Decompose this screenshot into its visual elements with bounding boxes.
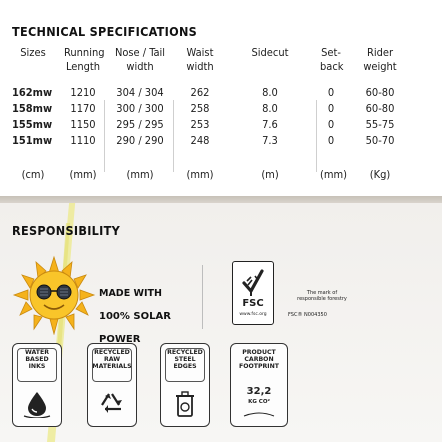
header-line-2: back xyxy=(320,59,344,73)
solar-power-label: MADE WITH 100% SOLAR POWER xyxy=(99,276,171,357)
table-cell: 7.6 xyxy=(262,118,278,131)
table-cell: 0 xyxy=(327,118,335,131)
fsc-mark-line-1: The mark of xyxy=(306,290,338,296)
fsc-mark-text: The mark of responsible forestry xyxy=(285,290,359,302)
header-line-1: Set- xyxy=(321,46,341,59)
water-drop-icon xyxy=(23,392,51,418)
table-cell: 60-80 xyxy=(365,86,395,99)
table-cell: 262 xyxy=(190,86,210,99)
recycle-icon xyxy=(101,393,122,413)
table-cell: 1210 xyxy=(70,86,96,99)
table-cell: 248 xyxy=(190,134,210,147)
fsc-mark-line-2: responsible forestry xyxy=(297,296,347,302)
column-header: Nose / Tail width xyxy=(108,46,172,73)
header-line-1: Sidecut xyxy=(251,46,289,59)
table-cell: 1110 xyxy=(70,134,96,147)
column-header: Waist width xyxy=(182,46,218,73)
table-cell: 304 / 304 xyxy=(116,86,164,99)
column-divider xyxy=(316,100,317,172)
badge-recycled-steel-edges: RECYCLED STEEL EDGES xyxy=(160,343,210,427)
badge-text: RECYCLED STEEL EDGES xyxy=(167,349,203,371)
solar-line-3: POWER xyxy=(99,333,141,345)
badge-water-based-inks: WATER BASED INKS xyxy=(12,343,62,427)
column-header: Sidecut xyxy=(240,46,300,60)
unit-cell: (mm) xyxy=(69,168,97,181)
header-line-1: Sizes xyxy=(20,46,46,59)
column-header: Sizes xyxy=(16,46,50,60)
table-cell: 55-75 xyxy=(365,118,395,131)
badge-frame xyxy=(92,348,132,382)
unit-cell: (m) xyxy=(261,168,279,181)
carbon-footprint-value: 32,2 xyxy=(246,386,272,397)
sun-with-sunglasses-icon xyxy=(12,255,96,335)
table-cell: 1150 xyxy=(70,118,96,131)
fsc-code: FSC® N004350 xyxy=(288,312,327,318)
responsibility-section: RESPONSIBILITY MADE WITH xyxy=(0,203,442,442)
unit-cell: (mm) xyxy=(186,168,214,181)
unit-cell: (cm) xyxy=(21,168,45,181)
solar-line-1: MADE WITH xyxy=(99,287,162,299)
divider xyxy=(202,265,203,329)
header-line-1: Nose / Tail xyxy=(114,46,166,59)
badge-product-carbon-footprint: PRODUCT CARBON FOOTPRINT 32,2 KG CO² xyxy=(230,343,288,427)
header-line-2: width xyxy=(126,59,154,73)
table-cell: 7.3 xyxy=(262,134,278,147)
carbon-footprint-icon xyxy=(243,412,275,417)
column-header: Rider weight xyxy=(360,46,400,73)
fsc-site: www.fsc.org xyxy=(239,312,267,317)
table-cell: 60-80 xyxy=(365,102,395,115)
table-cell: 295 / 295 xyxy=(116,118,164,131)
fsc-label: FSC xyxy=(242,298,264,309)
section-band xyxy=(0,196,442,203)
column-divider xyxy=(173,100,174,172)
carbon-footprint-unit: KG CO² xyxy=(248,399,270,405)
size-cell: 151mw xyxy=(12,134,53,147)
table-cell: 50-70 xyxy=(365,134,395,147)
solar-line-2: 100% SOLAR xyxy=(99,310,171,322)
badge-text: PRODUCT CARBON FOOTPRINT xyxy=(239,349,279,371)
fsc-logo: FSC www.fsc.org xyxy=(232,261,274,325)
column-divider xyxy=(104,100,105,172)
header-line-2: Length xyxy=(65,59,101,73)
unit-cell: (mm) xyxy=(320,168,348,181)
table-cell: 290 / 290 xyxy=(116,134,164,147)
header-line-1: Waist xyxy=(186,46,214,59)
responsibility-title: RESPONSIBILITY xyxy=(12,223,121,238)
table-cell: 8.0 xyxy=(262,102,278,115)
table-cell: 253 xyxy=(190,118,210,131)
header-line-2: width xyxy=(186,59,214,73)
column-header: Set-back xyxy=(320,46,344,73)
unit-cell: (mm) xyxy=(126,168,154,181)
header-line-1: Running xyxy=(64,46,105,59)
fsc-tree-check-icon xyxy=(242,269,264,296)
size-cell: 155mw xyxy=(12,118,53,131)
badge-frame xyxy=(17,348,57,382)
badge-recycled-raw-materials: RECYCLED RAW MATERIALS xyxy=(87,343,137,427)
technical-specifications-section: TECHNICAL SPECIFICATIONS Sizes Running Len… xyxy=(0,0,442,196)
table-cell: 300 / 300 xyxy=(116,102,164,115)
size-cell: 158mw xyxy=(12,102,53,115)
column-header: Running Length xyxy=(64,46,105,73)
table-cell: 1170 xyxy=(70,102,96,115)
recycle-bin-icon xyxy=(176,391,194,417)
badge-frame xyxy=(165,348,205,382)
table-cell: 0 xyxy=(327,86,335,99)
table-cell: 258 xyxy=(190,102,210,115)
header-line-1: Rider xyxy=(366,46,394,59)
badge-text: WATER BASED INKS xyxy=(24,349,50,371)
spec-title: TECHNICAL SPECIFICATIONS xyxy=(12,24,198,39)
size-cell: 162mw xyxy=(12,86,53,99)
unit-cell: (Kg) xyxy=(369,168,391,181)
header-line-2: weight xyxy=(363,59,397,73)
table-cell: 0 xyxy=(327,102,335,115)
badge-text: RECYCLED RAW MATERIALS xyxy=(92,349,132,371)
table-cell: 8.0 xyxy=(262,86,278,99)
table-cell: 0 xyxy=(327,134,335,147)
